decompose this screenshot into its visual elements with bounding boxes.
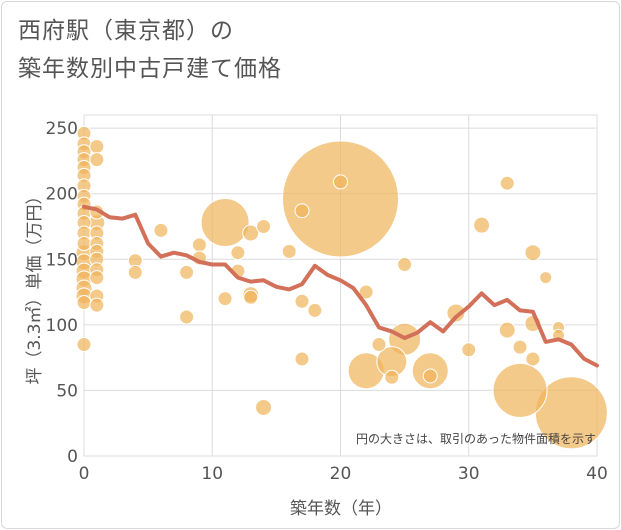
data-bubble	[76, 295, 92, 311]
data-bubble	[473, 216, 491, 234]
data-bubble	[256, 218, 272, 234]
y-tick-label: 0	[67, 447, 78, 467]
data-bubble	[179, 264, 195, 280]
data-bubble	[307, 302, 323, 318]
data-bubble	[492, 362, 548, 418]
data-bubble	[525, 351, 541, 367]
data-bubble	[89, 138, 105, 154]
data-bubble	[371, 337, 387, 353]
y-tick-label: 200	[46, 185, 78, 205]
x-tick-label: 40	[586, 464, 608, 484]
data-bubble	[153, 222, 169, 238]
data-bubble	[498, 321, 516, 339]
x-axis-label: 築年数（年）	[290, 499, 392, 519]
data-bubble	[499, 175, 515, 191]
title-line-1: 西府駅（東京都）の	[18, 18, 234, 44]
data-bubble	[524, 244, 542, 262]
data-bubble	[242, 224, 260, 242]
data-bubble	[282, 140, 399, 258]
data-bubble	[243, 289, 259, 305]
data-bubble	[422, 368, 438, 384]
x-tick-label: 0	[79, 464, 90, 484]
data-bubble	[384, 369, 400, 385]
average-price-line	[82, 204, 599, 368]
data-bubble	[333, 174, 348, 190]
data-bubble	[76, 337, 92, 353]
data-bubble	[294, 351, 310, 367]
y-axis-label: 坪（3.3㎡）単価（万円）	[25, 187, 45, 384]
chart-title: 西府駅（東京都）の 築年数別中古戸建て価格	[18, 12, 282, 88]
x-tick-label: 30	[458, 464, 480, 484]
bubble-layer	[75, 125, 608, 450]
data-bubble	[89, 297, 105, 313]
data-bubble	[461, 342, 477, 358]
y-tick-label: 250	[46, 119, 78, 139]
y-tick-label: 100	[46, 316, 78, 336]
data-bubble	[358, 284, 374, 300]
data-bubble	[294, 293, 310, 309]
data-bubble	[200, 198, 250, 248]
data-bubble	[294, 203, 310, 219]
data-bubble	[127, 264, 143, 280]
data-bubble	[446, 303, 466, 323]
average-line-layer	[82, 204, 599, 368]
data-bubble	[217, 291, 233, 307]
size-annotation: 円の大きさは、取引のあった物件面積を示す	[356, 431, 596, 446]
data-bubble	[281, 243, 297, 259]
tick-labels: 0 50 100 150 200 250 0 10 20 30 40	[46, 119, 608, 484]
data-bubble	[230, 245, 246, 261]
data-bubble	[179, 309, 195, 325]
data-bubble	[397, 257, 413, 273]
data-bubble	[76, 236, 92, 252]
x-tick-label: 20	[330, 464, 352, 484]
data-bubble	[539, 271, 553, 285]
data-bubble	[89, 152, 105, 168]
title-line-2: 築年数別中古戸建て価格	[18, 56, 282, 82]
data-bubble	[89, 270, 105, 286]
data-bubble	[512, 339, 528, 355]
y-tick-label: 50	[56, 381, 78, 401]
data-bubble	[255, 398, 273, 416]
y-tick-label: 150	[46, 250, 78, 270]
data-bubble	[191, 237, 207, 253]
x-tick-label: 10	[201, 464, 223, 484]
